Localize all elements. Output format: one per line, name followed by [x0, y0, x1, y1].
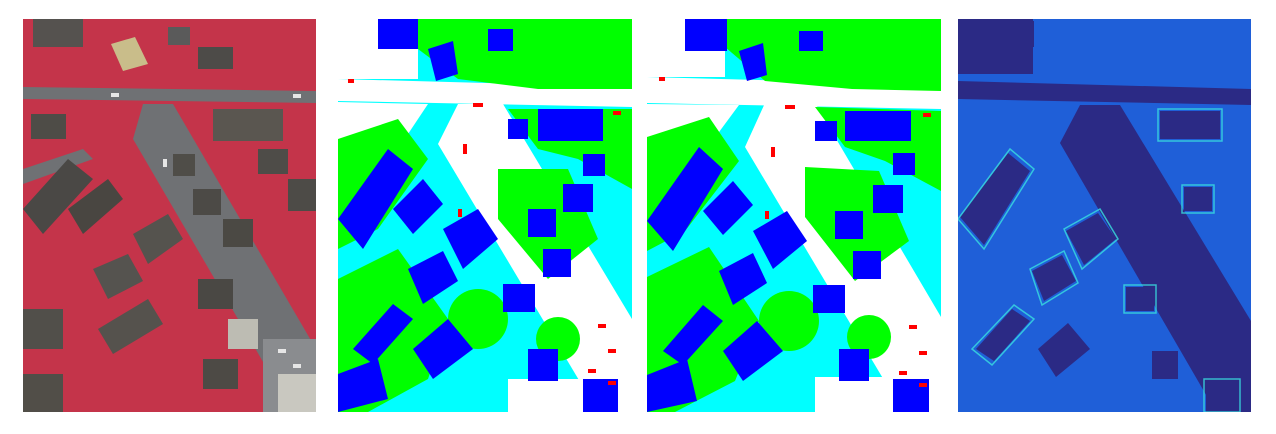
prediction-drawing	[647, 19, 941, 412]
low-uncertainty-regions	[958, 19, 1251, 412]
main-road	[23, 87, 316, 103]
car-regions	[659, 77, 931, 387]
heatmap-drawing	[958, 19, 1251, 412]
ground-truth-drawing	[338, 19, 632, 412]
building-regions	[647, 19, 929, 412]
ground-truth-segmentation	[338, 19, 632, 412]
uncertainty-heatmap	[958, 19, 1251, 412]
car-regions	[348, 79, 621, 385]
car-group	[111, 93, 301, 368]
high-uncertainty-edges	[958, 108, 1241, 412]
predicted-segmentation	[647, 19, 941, 412]
infrared-aerial-image	[23, 19, 316, 412]
aerial-photo-drawing	[23, 19, 316, 412]
roof-group	[23, 19, 316, 412]
side-road	[23, 149, 93, 184]
building-regions	[338, 19, 618, 412]
